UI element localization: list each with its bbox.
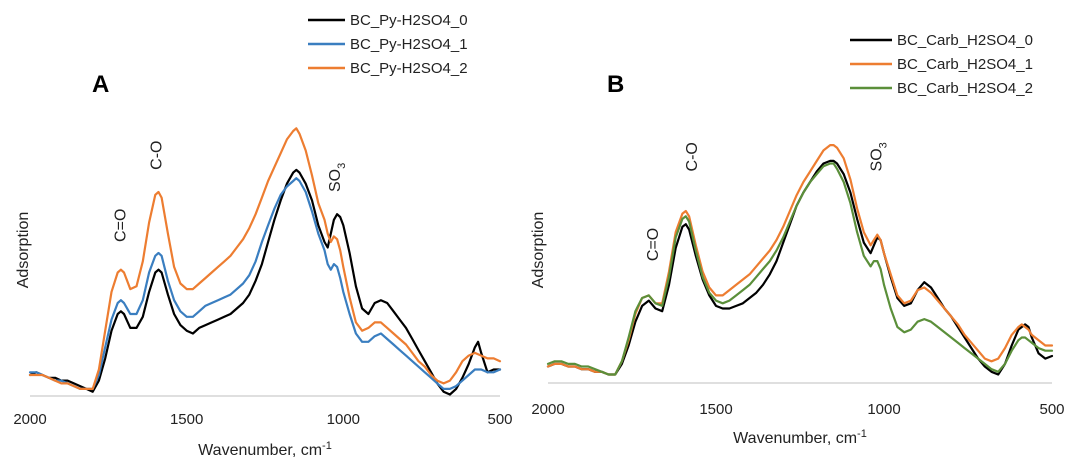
panel-label: B (607, 71, 624, 98)
peak-annotation: C=O (645, 228, 662, 261)
series-line-2 (546, 144, 1054, 376)
y-axis-title: Adsorption (15, 212, 32, 289)
x-tick-label: 2000 (531, 401, 564, 418)
x-tick-label: 500 (487, 411, 512, 428)
y-axis-title: Adsorption (530, 212, 547, 289)
x-tick-label: 2000 (13, 411, 46, 428)
x-axis-title: Wavenumber, cm-1 (733, 428, 867, 447)
x-axis-title: Wavenumber, cm-1 (198, 440, 332, 459)
legend-label: BC_Carb_H2SO4_0 (897, 32, 1033, 49)
legend-label: BC_Py-H2SO4_0 (350, 12, 468, 29)
legend-label: BC_Py-H2SO4_1 (350, 36, 468, 53)
peak-annotation: C=O (112, 209, 129, 242)
series-line-1 (546, 159, 1054, 376)
panel-label: A (92, 71, 109, 98)
legend-label: BC_Carb_H2SO4_2 (897, 80, 1033, 97)
x-tick-label: 1500 (170, 411, 203, 428)
series-line-2 (28, 177, 502, 390)
series-line-3 (28, 127, 502, 390)
x-tick-label: 1000 (867, 401, 900, 418)
peak-annotation: SO3 (327, 163, 348, 192)
peak-annotation: SO3 (869, 142, 890, 171)
legend-label: BC_Carb_H2SO4_1 (897, 56, 1033, 73)
x-tick-label: 500 (1039, 401, 1064, 418)
chart-panel-a: 2000 1500 1000 500 Wavenumber, cm-1 Adsorptio… (13, 12, 512, 459)
series-line-3 (546, 162, 1054, 376)
chart-panel-b: 2000 1500 1000 500 Wavenumber, cm-1 Adsorptio… (530, 32, 1065, 447)
series-line-1 (28, 168, 502, 396)
peak-annotation: C-O (148, 141, 165, 170)
x-tick-label: 1000 (327, 411, 360, 428)
x-tick-label: 1500 (699, 401, 732, 418)
legend-label: BC_Py-H2SO4_2 (350, 60, 468, 77)
peak-annotation: C-O (684, 142, 701, 171)
